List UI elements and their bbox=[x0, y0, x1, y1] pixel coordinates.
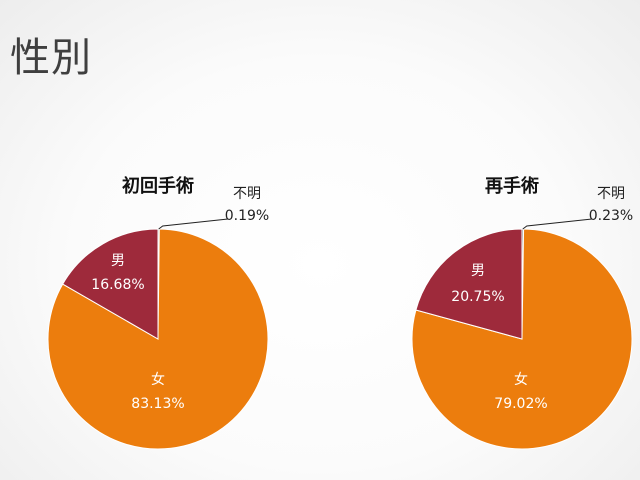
pie-slices-initial-surgery bbox=[47, 228, 269, 450]
pie-slice-male bbox=[62, 228, 159, 340]
slice-label-unknown-value-initial: 0.19% bbox=[225, 208, 269, 224]
slice-label-male-value-reoperation: 20.75% bbox=[451, 289, 504, 305]
leader-line-unknown-initial bbox=[158, 218, 229, 230]
slice-label-female-name-initial: 女 bbox=[151, 371, 165, 388]
pie-slice-male bbox=[415, 228, 523, 340]
pie-chart-initial-surgery: 初回手術 不明 0.19% 男 16.68% 女 83.13% bbox=[47, 175, 269, 450]
leader-line-unknown-reoperation bbox=[522, 218, 593, 230]
pie-chart-reoperation: 再手術 不明 0.23% 男 20.75% 女 79.02% bbox=[411, 175, 633, 450]
slice-label-female-name-reoperation: 女 bbox=[514, 371, 528, 388]
pie-slices-reoperation bbox=[411, 228, 633, 450]
slice-label-female-value-reoperation: 79.02% bbox=[494, 396, 547, 412]
slice-label-unknown-value-reoperation: 0.23% bbox=[589, 208, 633, 224]
slice-label-male-name-initial: 男 bbox=[111, 253, 125, 269]
slice-label-male-value-initial: 16.68% bbox=[91, 277, 144, 293]
chart-title-reoperation: 再手術 bbox=[485, 175, 539, 197]
chart-title-initial-surgery: 初回手術 bbox=[122, 175, 194, 197]
slice-label-unknown-name-initial: 不明 bbox=[233, 186, 261, 202]
slide-title: 性別 bbox=[10, 35, 92, 81]
slice-label-male-name-reoperation: 男 bbox=[471, 263, 485, 279]
slice-label-female-value-initial: 83.13% bbox=[131, 396, 184, 412]
slice-label-unknown-name-reoperation: 不明 bbox=[597, 186, 625, 202]
